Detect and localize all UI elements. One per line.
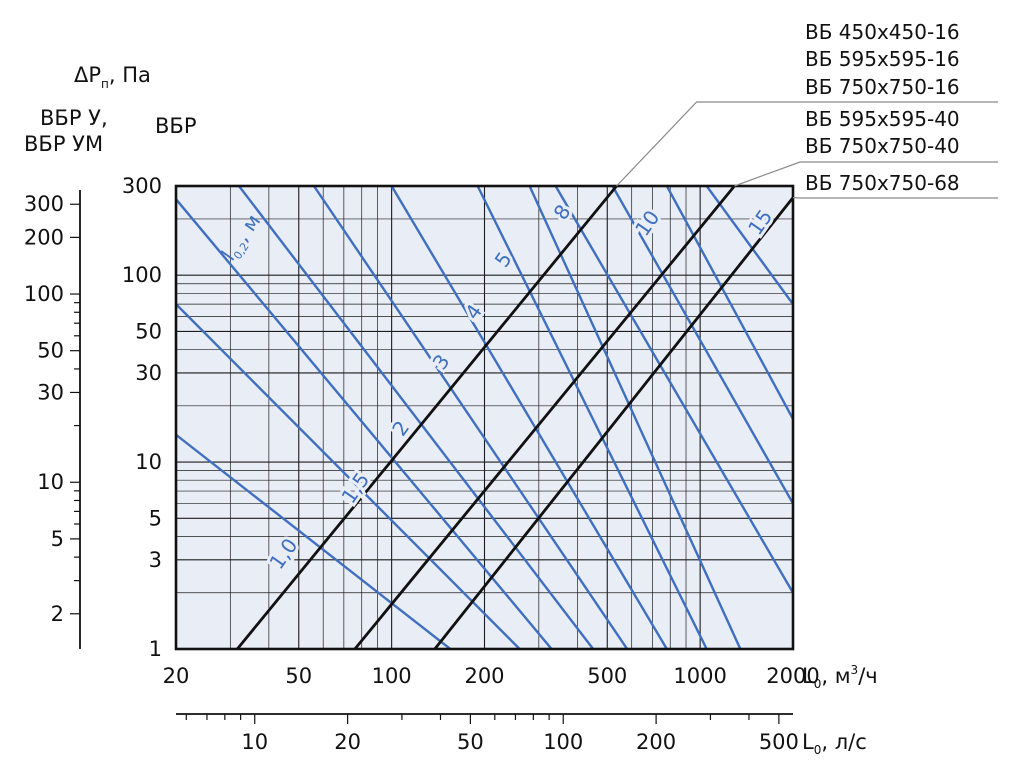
isoline xyxy=(554,186,793,594)
x2-tick-label: 10 xyxy=(241,730,268,754)
series-label: ВБ 750х750-40 xyxy=(805,134,960,158)
isoline xyxy=(312,186,629,649)
y2-axis: 2 5 10 30 50 100 200 300 xyxy=(24,190,81,649)
y-axis-right-title: ВБР xyxy=(155,114,196,138)
isolines xyxy=(176,186,793,649)
y2-tick-label: 50 xyxy=(37,339,64,363)
series-leader-line xyxy=(616,101,998,187)
x-tick-label: 1000 xyxy=(673,664,726,688)
isoline xyxy=(476,186,708,649)
x2-tick-label: 200 xyxy=(636,730,676,754)
y2-axis-title-line2: ВБР УМ xyxy=(24,132,103,156)
y2-tick-label: 300 xyxy=(24,192,64,216)
y2-tick-label: 30 xyxy=(37,380,64,404)
y-tick-label: 5 xyxy=(149,506,162,530)
x-tick-label: 200 xyxy=(464,664,504,688)
y2-tick-label: 10 xyxy=(37,470,64,494)
isoline xyxy=(611,186,793,505)
x2-tick-label: 50 xyxy=(457,730,484,754)
y2-tick-label: 200 xyxy=(24,225,64,249)
series-lines xyxy=(236,185,795,650)
y-tick-label: 300 xyxy=(122,174,162,198)
x2-tick-label: 500 xyxy=(759,730,799,754)
y2-axis-title-line1: ВБР У, xyxy=(40,106,108,130)
x-tick-label: 20 xyxy=(163,664,190,688)
series-label: ВБ 750х750-68 xyxy=(805,171,960,195)
x2-axis-title: L0, л/с xyxy=(802,730,867,757)
series-label: ВБ 595х595-40 xyxy=(805,107,960,131)
isoline xyxy=(665,186,793,420)
x-tick-label: 500 xyxy=(587,664,627,688)
y-tick-label: 100 xyxy=(122,263,162,287)
x-axis-title: L0, м3/ч xyxy=(802,663,878,691)
isoline xyxy=(390,186,668,649)
series-line xyxy=(236,185,618,650)
series-leader-line xyxy=(734,161,998,187)
x2-axis: 10 20 50 100 200 500 xyxy=(176,713,799,754)
y2-tick-label: 100 xyxy=(24,282,64,306)
y2-tick-label: 5 xyxy=(51,527,64,551)
series-line xyxy=(353,185,736,650)
x-axis-ticks: 20 50 100 200 500 1000 2000 xyxy=(163,664,820,688)
grid xyxy=(176,186,793,649)
y-axis-ticks: 1 3 5 10 30 50 100 300 xyxy=(122,174,162,661)
y-tick-label: 10 xyxy=(135,450,162,474)
x-tick-label: 50 xyxy=(285,664,312,688)
series-label: ВБ 750х750-16 xyxy=(805,75,960,99)
series-labels: ВБ 450х450-16 ВБ 595х595-16 ВБ 750х750-16 В… xyxy=(805,20,960,195)
series-label: ВБ 450х450-16 xyxy=(805,20,960,44)
x2-tick-label: 20 xyxy=(334,730,361,754)
plot-frame xyxy=(174,184,795,651)
series-label: ВБ 595х595-16 xyxy=(805,47,960,71)
isoline xyxy=(238,186,595,649)
series-line xyxy=(433,196,795,650)
y-tick-label: 30 xyxy=(135,361,162,385)
isoline xyxy=(176,303,521,649)
y2-tick-label: 2 xyxy=(51,602,64,626)
x2-tick-label: 100 xyxy=(543,730,583,754)
isoline xyxy=(528,186,742,649)
isoline xyxy=(176,198,553,649)
isoline xyxy=(176,433,452,649)
x-tick-label: 2000 xyxy=(766,664,819,688)
isoline xyxy=(705,186,793,305)
x-tick-label: 100 xyxy=(372,664,412,688)
y-axis-title: ΔPп, Па xyxy=(74,63,151,91)
y-tick-label: 3 xyxy=(149,548,162,572)
series-leader-lines xyxy=(616,101,998,199)
y-tick-label: 1 xyxy=(149,637,162,661)
y-tick-label: 50 xyxy=(135,319,162,343)
